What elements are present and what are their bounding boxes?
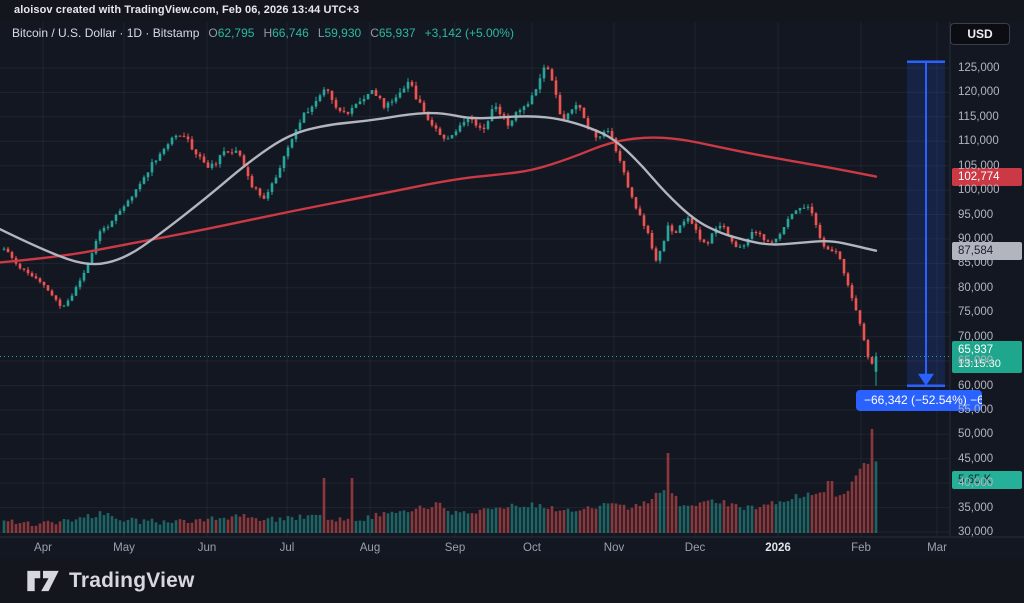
measure-result-label[interactable]: −66,342 (−52.54%) −6 <box>856 390 982 411</box>
measure-arrow-drawing[interactable] <box>907 60 945 388</box>
top-strip <box>0 0 1024 22</box>
ma-fast-line[interactable] <box>0 111 878 266</box>
tradingview-wordmark[interactable]: TradingView <box>69 568 195 592</box>
ohlc-value: 66,746 <box>272 26 309 40</box>
candles-layer <box>2 64 878 386</box>
grid-lines <box>0 22 950 537</box>
currency-unit-button[interactable]: USD <box>950 23 1010 45</box>
ohlc-label: L59,930 <box>317 26 362 40</box>
ohlc-value: 59,930 <box>324 26 362 40</box>
symbol-legend[interactable]: Bitcoin / U.S. Dollar · 1D · Bitstamp O62… <box>12 26 514 40</box>
symbol-title[interactable]: Bitcoin / U.S. Dollar · 1D · Bitstamp <box>12 26 200 40</box>
ohlc-value: 62,795 <box>217 26 255 40</box>
attribution-text: aloisov created with TradingView.com, Fe… <box>14 4 360 16</box>
ohlc-label: H66,746 <box>263 26 309 40</box>
ohlc-label: O62,795 <box>208 26 255 40</box>
change-value: +3,142 (+5.00%) <box>424 26 514 40</box>
ohlc-label: C65,937 <box>370 26 416 40</box>
ohlc-value: 65,937 <box>378 26 416 40</box>
tradingview-logo-icon[interactable] <box>26 569 60 593</box>
volume-layer <box>2 429 878 533</box>
footer-bar: TradingView <box>0 558 1024 603</box>
ma-slow-line[interactable] <box>0 136 878 264</box>
